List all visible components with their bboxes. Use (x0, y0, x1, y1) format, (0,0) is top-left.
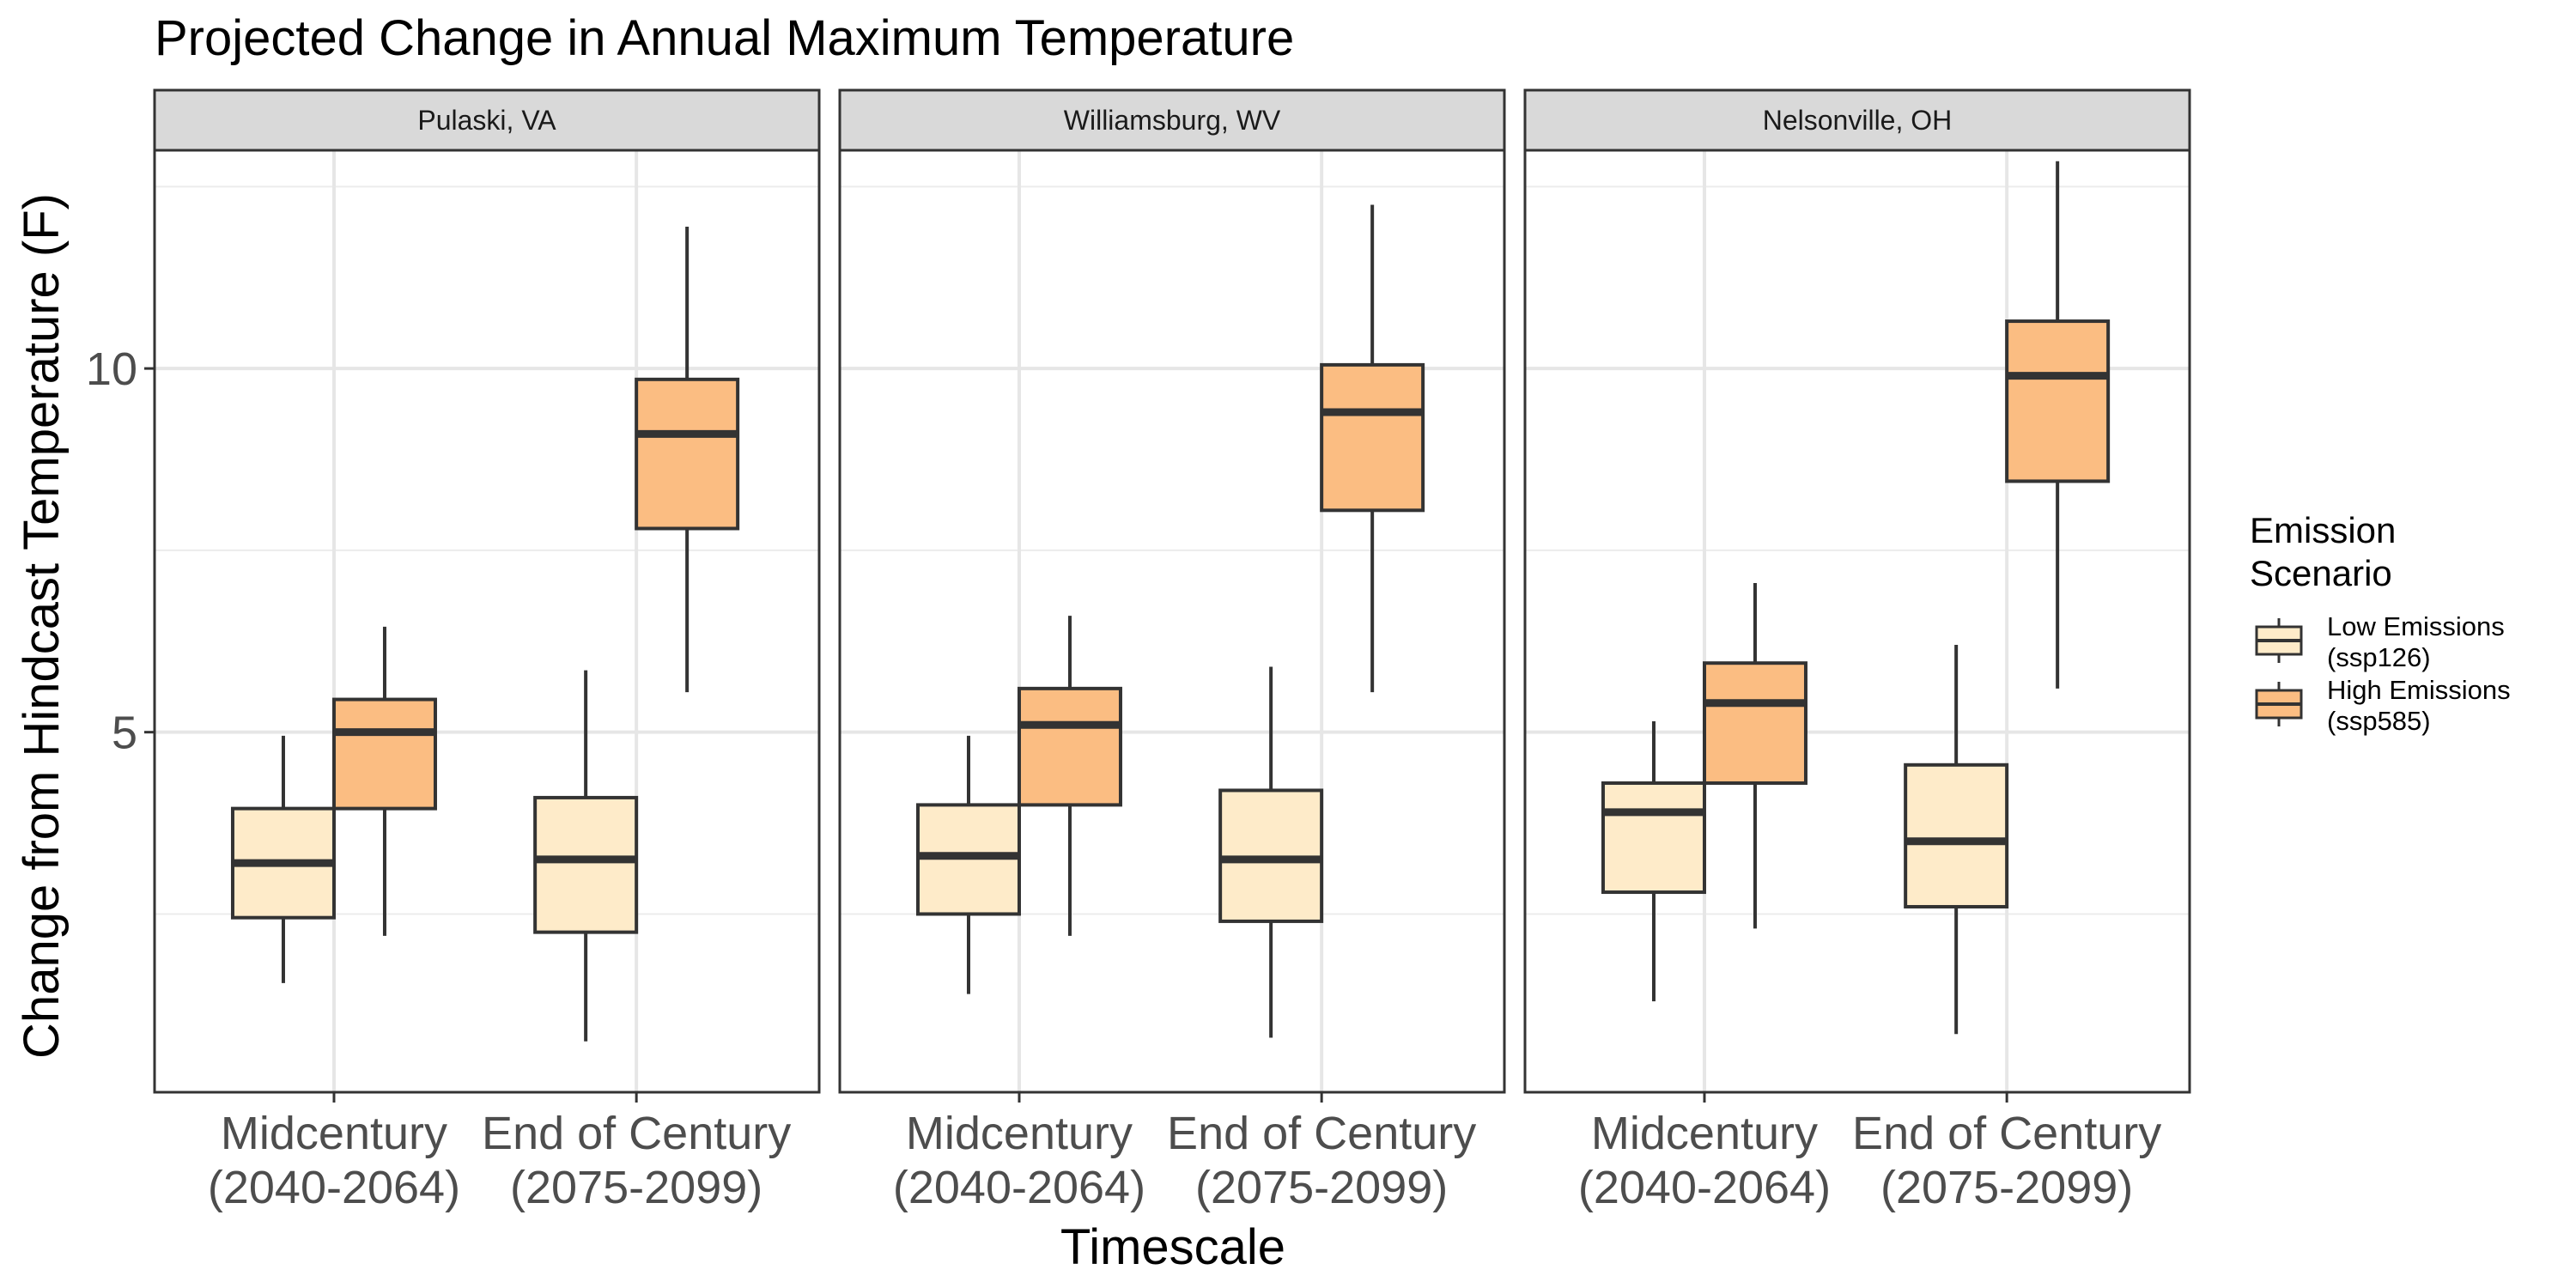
x-tick-label: End of Century (482, 1108, 791, 1159)
box-high-emissions (331, 697, 437, 811)
box-high-emissions (1017, 686, 1122, 807)
box-high-emissions (1702, 661, 1807, 785)
box-high-emissions (2005, 319, 2111, 483)
box-low-emissions (533, 795, 639, 934)
box-high-emissions (635, 377, 740, 531)
legend-label: (ssp126) (2327, 642, 2431, 672)
legend-label: (ssp585) (2327, 706, 2431, 736)
panel-background (1525, 150, 2190, 1092)
box-low-emissions (1601, 781, 1706, 895)
legend-title: Emission (2250, 510, 2396, 550)
x-tick-label: (2075-2099) (510, 1162, 762, 1213)
x-tick-label: (2040-2064) (1578, 1162, 1831, 1213)
facet-strip (153, 88, 821, 152)
facet-strip-label: Williamsburg, WV (1064, 105, 1281, 136)
chart-title: Projected Change in Annual Maximum Tempe… (155, 10, 1294, 66)
legend-label: Low Emissions (2327, 611, 2505, 641)
facet-strip-label: Nelsonville, OH (1763, 105, 1953, 136)
x-tick-label: End of Century (1852, 1108, 2161, 1159)
box-low-emissions (1904, 762, 2009, 908)
x-tick-label: (2040-2064) (208, 1162, 460, 1213)
facet-panel-3: Nelsonville, OH Midcentury(2040-2064) End … (1523, 88, 2191, 1213)
facet-strip (1523, 88, 2191, 152)
x-tick-label: Midcentury (1591, 1108, 1818, 1159)
x-tick-label: Midcentury (221, 1108, 447, 1159)
facet-panel-2: Williamsburg, WV Midcentury(2040-2064) End… (838, 88, 1506, 1213)
facet-strip (838, 88, 1506, 152)
panel-background (840, 150, 1504, 1092)
x-tick-label: (2075-2099) (1880, 1162, 2133, 1213)
x-tick-label: (2040-2064) (893, 1162, 1145, 1213)
facet-strip-label: Pulaski, VA (417, 105, 556, 136)
y-axis-title: Change from Hindcast Temperature (F) (14, 193, 70, 1059)
panel-background (155, 150, 819, 1092)
x-tick-label: (2075-2099) (1195, 1162, 1448, 1213)
facet-panel-1: Pulaski, VA Midcentury(2040-2064) End of C… (153, 88, 821, 1213)
legend-label: High Emissions (2327, 675, 2511, 705)
x-tick-label: End of Century (1167, 1108, 1476, 1159)
y-tick-label: 5 (112, 708, 137, 759)
x-tick-label: Midcentury (906, 1108, 1133, 1159)
x-axis-title: Timescale (1060, 1219, 1285, 1275)
legend-title: Scenario (2250, 553, 2392, 593)
y-tick-label: 10 (86, 343, 137, 395)
box-high-emissions (1320, 362, 1425, 513)
